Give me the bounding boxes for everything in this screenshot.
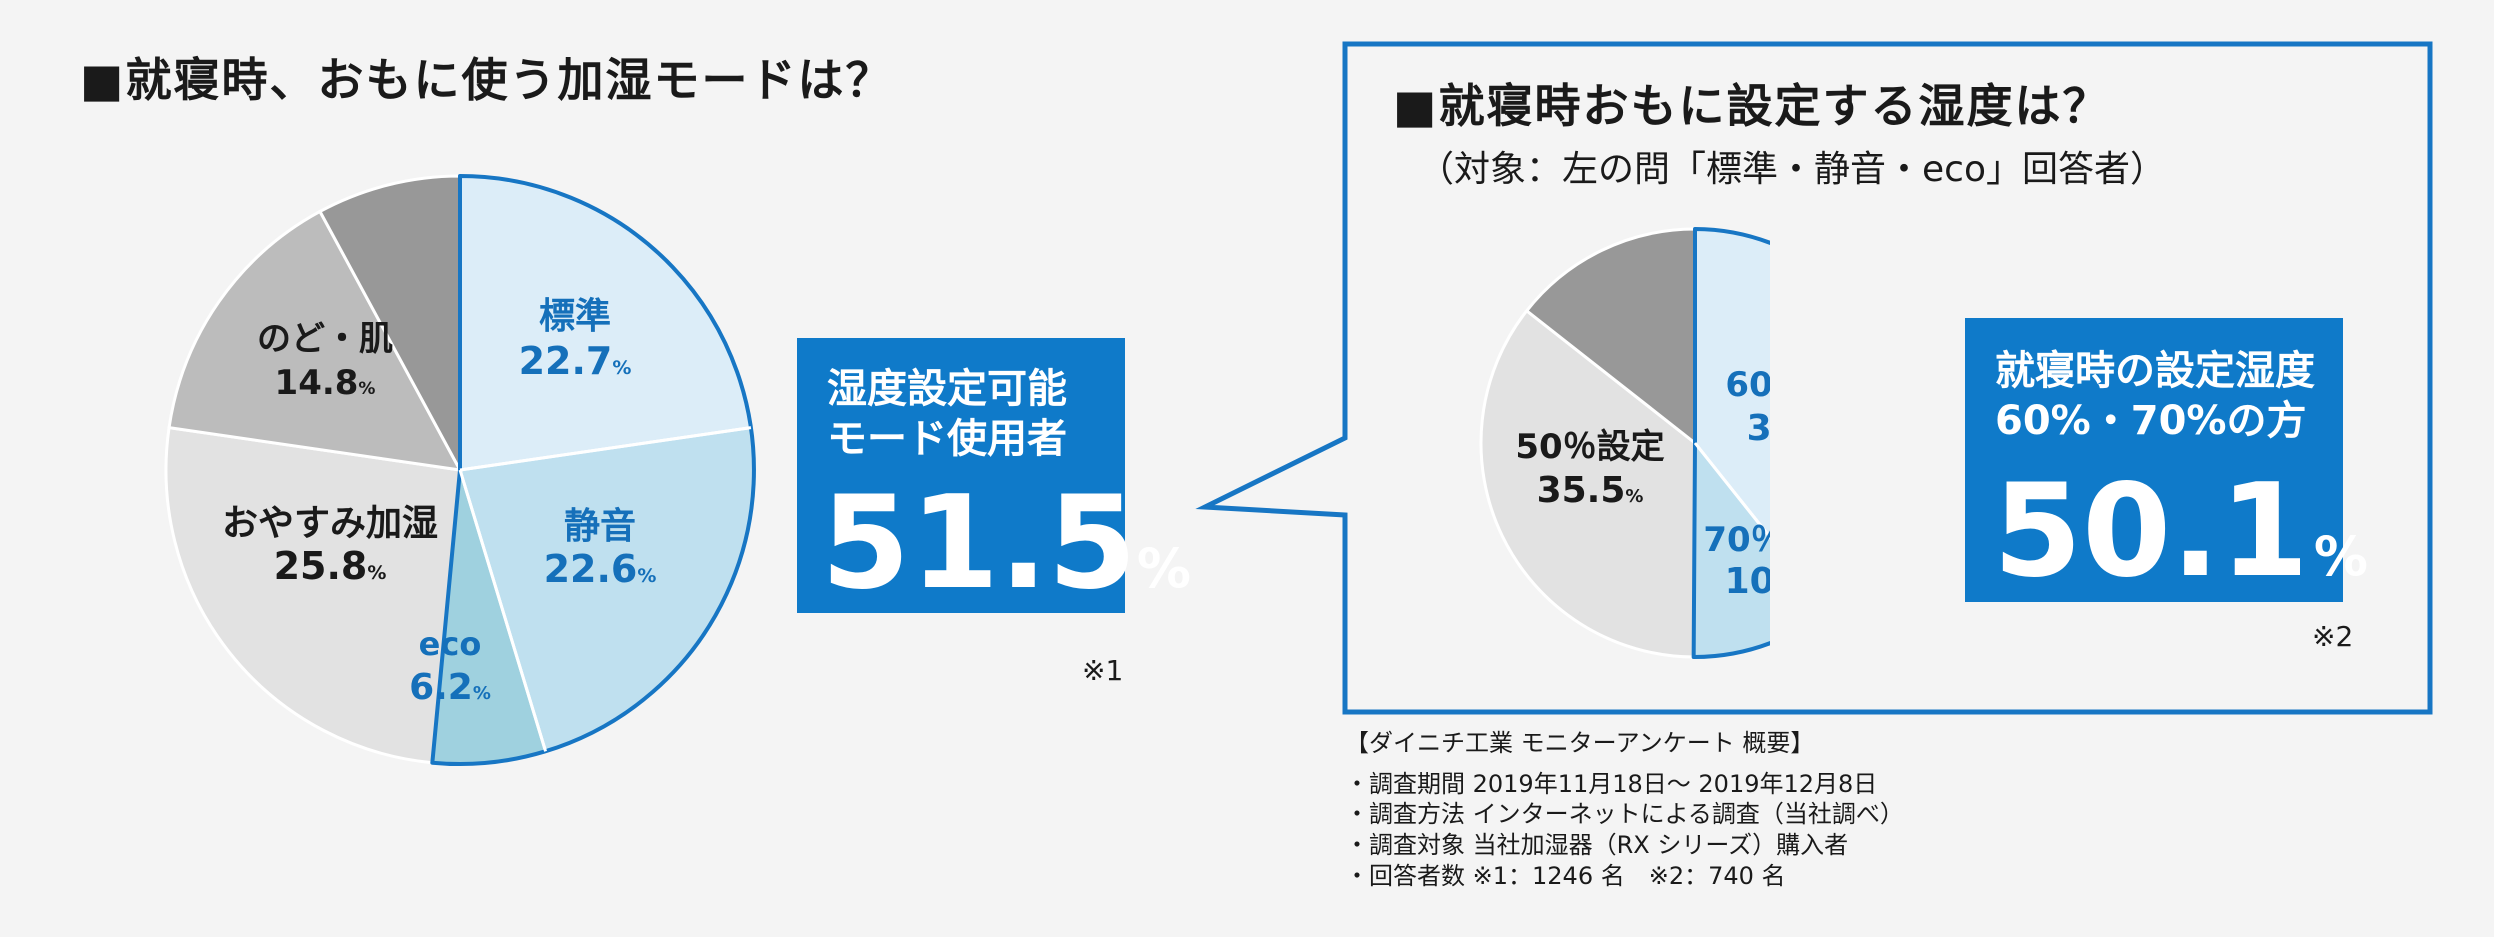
left-pie-chart: 標準22.7%静音22.6%eco6.2%おやすみ加湿25.8%のど・肌14.8…: [164, 174, 756, 766]
slice-label-1-1: 70％設定10.8%: [1703, 520, 1770, 602]
slice-name-0-1: 静音: [564, 506, 636, 547]
survey-target: ・調査対象 当社加湿器（RX シリーズ）購入者: [1345, 831, 1849, 860]
right-callout-line1: 就寝時の設定湿度: [1995, 348, 2315, 394]
left-chart-title: ■就寝時、おもに使う加湿モードは？: [80, 53, 894, 107]
slice-name-0-0: 標準: [539, 296, 611, 337]
right-callout-line2: 60%・70%の方: [1995, 398, 2307, 444]
slice-label-0-4: のど・肌14.8%: [257, 319, 393, 403]
slice-value-0-0: 22.7%: [519, 339, 632, 383]
slice-name-1-2: 50％設定: [1515, 427, 1664, 467]
left-callout-value: 51.5: [821, 469, 1137, 618]
pie-slice-0-3: [164, 425, 462, 765]
survey-method: ・調査方法 インターネットによる調査（当社調べ）: [1345, 800, 1904, 829]
left-callout-unit: %: [1136, 537, 1191, 600]
survey-overview: 【ダイニチ工業 モニターアンケート 概要】 ・調査期間 2019年11月18日～…: [1345, 728, 1904, 892]
slice-value-1-1: 10.8%: [1725, 561, 1770, 602]
slice-name-0-4: のど・肌: [257, 319, 393, 359]
right-chart-title: ■就寝時おもに設定する湿度は？: [1393, 79, 2111, 133]
slice-name-1-0: 60％設定: [1725, 365, 1770, 405]
pie-slice-0-5: [317, 174, 462, 471]
pie-slice-1-3: [1524, 227, 1697, 447]
slice-value-1-0: 39.3%: [1747, 408, 1770, 449]
survey-respondents: ・回答者数 ※1：1246 名 ※2：740 名: [1345, 861, 1786, 890]
right-footnote-mark: ※2: [2312, 620, 2354, 653]
right-callout-box: 就寝時の設定湿度 60%・70%の方 50.1 %: [1965, 318, 2368, 602]
slice-name-0-3: おやすみ加湿: [222, 503, 438, 544]
slice-name-1-1: 70％設定: [1703, 520, 1770, 560]
pie-slice-1-2: [1479, 308, 1697, 659]
highlight-outline-0: [430, 174, 756, 766]
right-chart-subtitle: （対象：左の問「標準・静音・eco」回答者）: [1418, 149, 2166, 190]
speech-bubble-outline: [1195, 41, 2433, 715]
survey-heading: 【ダイニチ工業 モニターアンケート 概要】: [1345, 729, 1815, 757]
slice-label-1-0: 60％設定 39.3%: [1725, 365, 1770, 449]
left-callout-box: 湿度設定可能 モード使用者 51.5%: [797, 338, 1191, 613]
slice-divider-0-1: [459, 426, 752, 472]
slice-divider-0-2: [458, 469, 547, 752]
left-footnote-mark: ※1: [1082, 654, 1124, 687]
slice-divider-1-1: [1693, 442, 1770, 540]
left-callout-line1: 湿度設定可能: [827, 366, 1067, 412]
slice-name-0-2: eco: [419, 625, 482, 663]
right-callout-value: 50.1: [1993, 457, 2309, 606]
survey-period: ・調査期間 2019年11月18日～ 2019年12月8日: [1345, 769, 1878, 798]
right-callout-unit: %: [2313, 525, 2369, 588]
pie-slice-0-4: [167, 209, 463, 472]
left-callout-line2: モード使用者: [827, 416, 1067, 462]
